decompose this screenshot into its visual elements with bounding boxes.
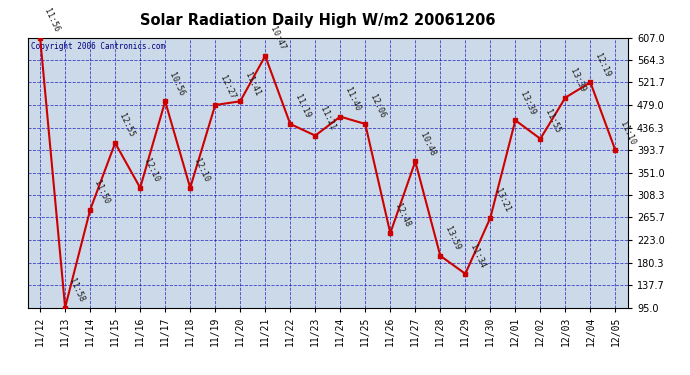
Text: 11:56: 11:56 bbox=[43, 7, 61, 33]
Text: 12:10: 12:10 bbox=[143, 157, 161, 184]
Text: Copyright 2006 Cantronics.com: Copyright 2006 Cantronics.com bbox=[30, 42, 165, 51]
Text: 11:55: 11:55 bbox=[543, 108, 562, 135]
Text: 12:27: 12:27 bbox=[217, 74, 237, 101]
Text: 13:39: 13:39 bbox=[568, 67, 586, 93]
Text: 10:48: 10:48 bbox=[417, 131, 437, 157]
Text: 13:39: 13:39 bbox=[518, 90, 537, 116]
Text: Solar Radiation Daily High W/m2 20061206: Solar Radiation Daily High W/m2 20061206 bbox=[139, 13, 495, 28]
Text: 12:06: 12:06 bbox=[368, 93, 386, 120]
Text: 11:21: 11:21 bbox=[317, 105, 337, 131]
Text: 11:50: 11:50 bbox=[92, 179, 111, 206]
Text: 11:34: 11:34 bbox=[468, 243, 486, 270]
Text: 11:41: 11:41 bbox=[243, 70, 262, 97]
Text: 12:48: 12:48 bbox=[393, 202, 411, 229]
Text: 11:58: 11:58 bbox=[68, 277, 86, 303]
Text: 11:19: 11:19 bbox=[293, 93, 311, 120]
Text: 13:59: 13:59 bbox=[443, 225, 462, 252]
Text: 10:56: 10:56 bbox=[168, 70, 186, 97]
Text: 10:47: 10:47 bbox=[268, 25, 286, 52]
Text: 11:40: 11:40 bbox=[343, 86, 362, 112]
Text: 12:10: 12:10 bbox=[193, 157, 211, 184]
Text: 12:55: 12:55 bbox=[117, 112, 137, 139]
Text: 13:21: 13:21 bbox=[493, 187, 511, 214]
Text: 11:10: 11:10 bbox=[618, 120, 637, 146]
Text: 12:19: 12:19 bbox=[593, 52, 611, 78]
